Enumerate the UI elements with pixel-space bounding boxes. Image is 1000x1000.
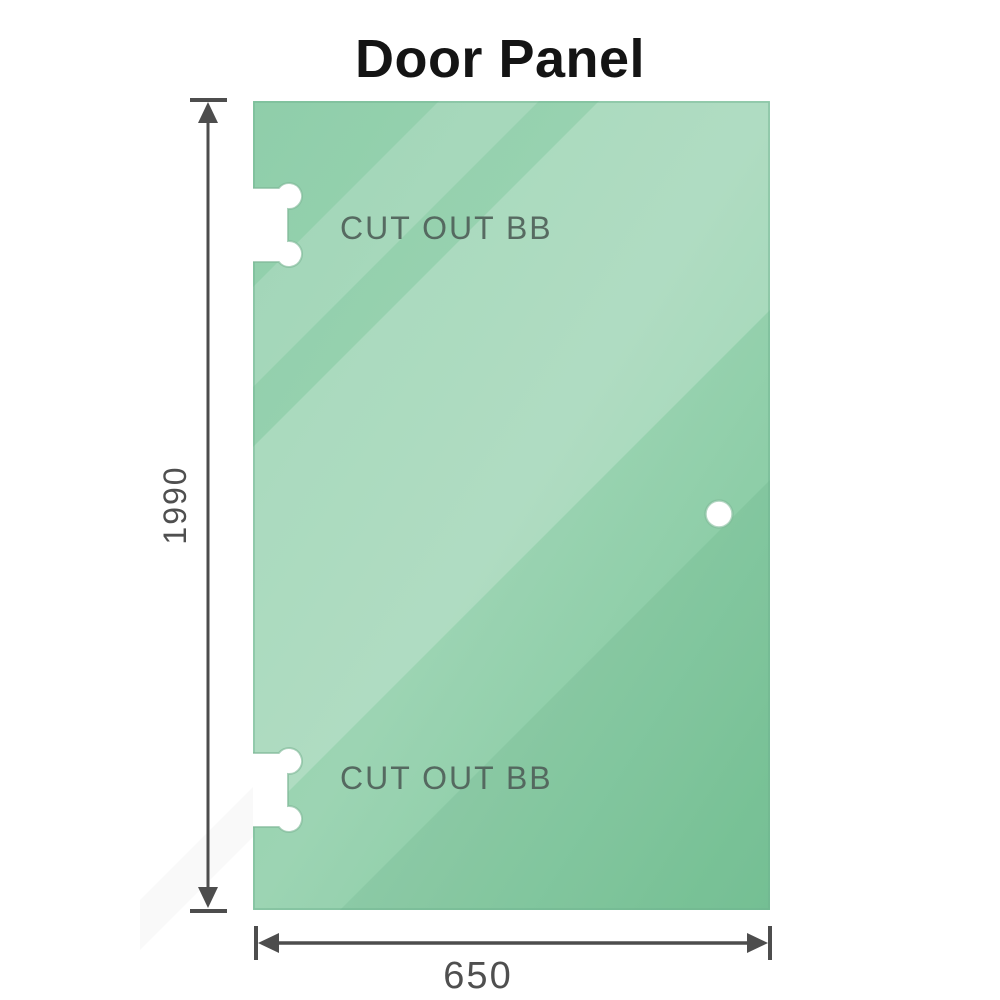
handle-hole: [704, 499, 734, 529]
height-dimension: 1990: [157, 98, 227, 913]
height-dimension-label: 1990: [157, 465, 193, 544]
bottom-cutout-label: CUT OUT BB: [340, 760, 553, 796]
width-dimension: 650: [254, 926, 772, 997]
top-cutout-label: CUT OUT BB: [340, 210, 553, 246]
width-dim-arrow-left: [258, 933, 279, 953]
height-dim-arrow-down: [198, 887, 218, 908]
glass-panel-body: [253, 101, 770, 910]
glass-sheen-stripe: [253, 101, 770, 827]
page-title: Door Panel: [354, 29, 646, 89]
glass-shade-overlay: [340, 480, 770, 910]
glass-panel-edge: [253, 101, 770, 910]
height-dim-arrow-up: [198, 102, 218, 123]
glass-sheen-stripe: [253, 101, 539, 387]
width-dim-arrow-right: [747, 933, 768, 953]
background-streak: [140, 787, 253, 950]
glass-panel: CUT OUT BB CUT OUT BB: [253, 101, 770, 910]
width-dimension-label: 650: [443, 955, 512, 997]
